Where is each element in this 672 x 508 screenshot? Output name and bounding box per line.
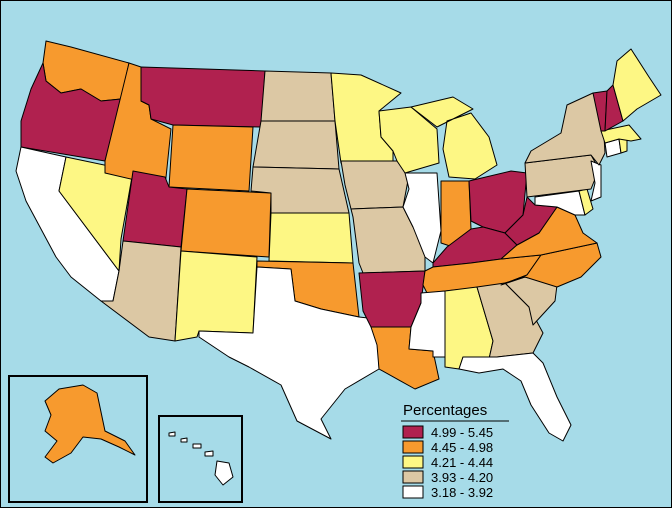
state-co[interactable] <box>180 188 272 258</box>
state-sd[interactable] <box>252 120 340 170</box>
state-wy[interactable] <box>168 124 254 192</box>
state-hi[interactable] <box>168 431 234 486</box>
state-ny[interactable] <box>524 92 606 166</box>
legend: Percentages 4.99 - 5.454.45 - 4.984.21 -… <box>401 402 509 500</box>
state-il[interactable] <box>402 172 442 264</box>
legend-label: 4.21 - 4.44 <box>431 455 493 470</box>
legend-label: 4.99 - 5.45 <box>431 425 493 440</box>
hawaii-inset-box <box>158 415 243 503</box>
state-ia[interactable] <box>340 160 410 210</box>
state-mi[interactable] <box>410 96 498 180</box>
legend-items: 4.99 - 5.454.45 - 4.984.21 - 4.443.93 - … <box>402 425 493 500</box>
legend-swatch <box>402 470 424 484</box>
legend-title: Percentages <box>403 402 487 419</box>
legend-label: 3.18 - 3.92 <box>431 485 493 500</box>
state-nc[interactable] <box>500 242 602 288</box>
legend-swatch <box>402 440 424 454</box>
state-nd[interactable] <box>260 70 336 122</box>
state-ks[interactable] <box>268 212 354 264</box>
state-tx[interactable] <box>198 266 380 440</box>
legend-label: 4.45 - 4.98 <box>431 440 493 455</box>
state-me[interactable] <box>612 48 662 122</box>
state-nm[interactable] <box>174 250 258 342</box>
alaska-inset-box <box>8 375 148 503</box>
legend-swatch <box>402 425 424 439</box>
state-mt[interactable] <box>140 66 266 128</box>
legend-label: 3.93 - 4.20 <box>431 470 493 485</box>
legend-swatch <box>402 485 424 499</box>
state-ak[interactable] <box>44 384 136 464</box>
state-fl[interactable] <box>458 352 572 442</box>
state-ri[interactable] <box>618 138 628 154</box>
legend-swatch <box>402 455 424 469</box>
state-ma[interactable] <box>600 124 642 144</box>
